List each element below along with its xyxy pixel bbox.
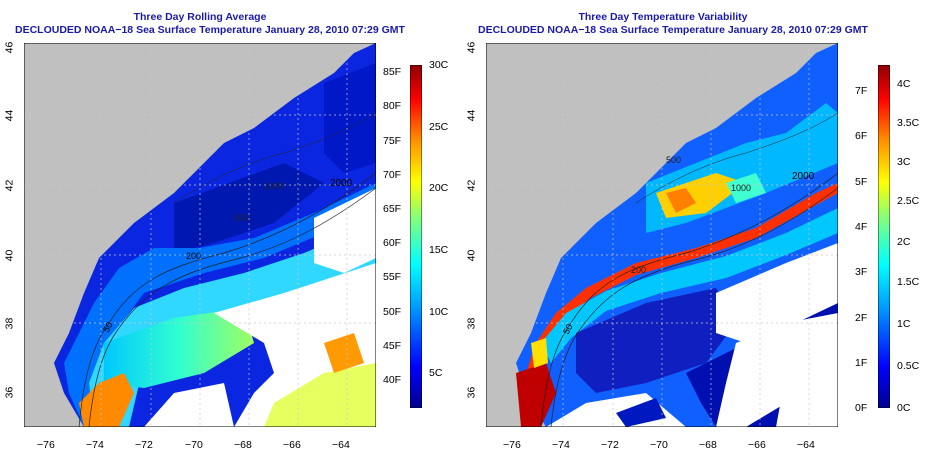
left-y-tick: 38 <box>3 317 16 330</box>
right-cb-f-label: 2F <box>855 312 868 324</box>
left-cb-c-label: 30C <box>429 59 449 71</box>
right-x-tick: −64 <box>797 439 815 451</box>
right-x-tick: −66 <box>748 439 766 451</box>
right-cb-f-label: 1F <box>855 357 868 369</box>
contour-label: 1000 <box>264 181 284 191</box>
right-cb-c-label: 3C <box>897 156 911 168</box>
left-x-tick: −68 <box>234 439 252 451</box>
contour-label: 50 <box>561 322 575 336</box>
right-title-line1: Three Day Temperature Variability <box>578 11 748 23</box>
right-cb-c-label: 2C <box>897 236 911 248</box>
contour-label: 500 <box>234 213 249 223</box>
right-x-tick: −72 <box>601 439 619 451</box>
left-y-tick: 36 <box>3 386 16 399</box>
left-y-tick: 44 <box>3 109 16 122</box>
right-colorbar <box>878 65 890 408</box>
left-y-tick: 46 <box>3 41 16 54</box>
right-cb-f-label: 7F <box>855 85 868 97</box>
left-cb-f-label: 50F <box>383 306 402 318</box>
left-cb-f-label: 70F <box>383 169 402 181</box>
left-x-tick: −70 <box>185 439 203 451</box>
left-cb-f-label: 60F <box>383 237 402 249</box>
right-cb-c-label: 1C <box>897 318 911 330</box>
right-y-tick: 44 <box>465 109 478 122</box>
right-y-tick: 40 <box>465 249 478 262</box>
contour-label: 200 <box>631 265 646 275</box>
right-cb-f-label: 5F <box>855 176 868 188</box>
left-x-tick: −76 <box>37 439 55 451</box>
right-cb-c-label: 4C <box>897 78 911 90</box>
contour-label: 1000 <box>731 183 751 193</box>
left-title-line2: DECLOUDED NOAA−18 Sea Surface Temperatur… <box>15 24 405 36</box>
left-cb-f-label: 75F <box>383 135 402 147</box>
left-cb-c-label: 25C <box>429 121 449 133</box>
contour-label: 2000 <box>330 178 353 189</box>
right-cb-c-label: 0C <box>897 402 911 414</box>
right-cb-c-label: 1.5C <box>897 276 920 288</box>
left-map: 2000 200 50 1000 500 <box>24 43 376 427</box>
right-cb-c-label: 0.5C <box>897 360 920 372</box>
left-colorbar <box>410 65 422 408</box>
right-y-tick: 46 <box>465 41 478 54</box>
right-cb-f-label: 3F <box>855 266 868 278</box>
left-cb-f-label: 40F <box>383 374 402 386</box>
left-x-tick: −66 <box>283 439 301 451</box>
left-cb-c-label: 10C <box>429 306 449 318</box>
contour-label: 500 <box>666 155 681 165</box>
left-x-tick: −64 <box>332 439 350 451</box>
right-x-tick: −68 <box>699 439 717 451</box>
right-x-tick: −76 <box>503 439 521 451</box>
right-map: 2000 1000 500 200 50 <box>486 43 838 427</box>
left-cb-c-label: 5C <box>429 367 443 379</box>
left-title-line1: Three Day Rolling Average <box>133 11 267 23</box>
left-cb-c-label: 15C <box>429 244 449 256</box>
left-x-tick: −74 <box>86 439 104 451</box>
left-cb-f-label: 85F <box>383 66 402 78</box>
right-title-line2: DECLOUDED NOAA−18 Sea Surface Temperatur… <box>478 24 868 36</box>
right-y-tick: 38 <box>465 317 478 330</box>
left-y-tick: 40 <box>3 249 16 262</box>
right-cb-c-label: 2.5C <box>897 195 920 207</box>
right-cb-c-label: 3.5C <box>897 117 920 129</box>
left-x-tick: −72 <box>135 439 153 451</box>
contour-label: 2000 <box>792 171 815 182</box>
left-cb-f-label: 80F <box>383 100 402 112</box>
right-cb-f-label: 4F <box>855 221 868 233</box>
left-cb-f-label: 55F <box>383 271 402 283</box>
right-y-tick: 42 <box>465 179 478 192</box>
right-cb-f-label: 6F <box>855 130 868 142</box>
contour-label: 200 <box>186 251 201 261</box>
left-cb-f-label: 45F <box>383 340 402 352</box>
left-cb-c-label: 20C <box>429 182 449 194</box>
right-x-tick: −74 <box>552 439 570 451</box>
left-cb-f-label: 65F <box>383 203 402 215</box>
right-y-tick: 36 <box>465 386 478 399</box>
right-cb-f-label: 0F <box>855 402 868 414</box>
left-y-tick: 42 <box>3 179 16 192</box>
right-x-tick: −70 <box>650 439 668 451</box>
contour-label: 50 <box>101 320 115 334</box>
